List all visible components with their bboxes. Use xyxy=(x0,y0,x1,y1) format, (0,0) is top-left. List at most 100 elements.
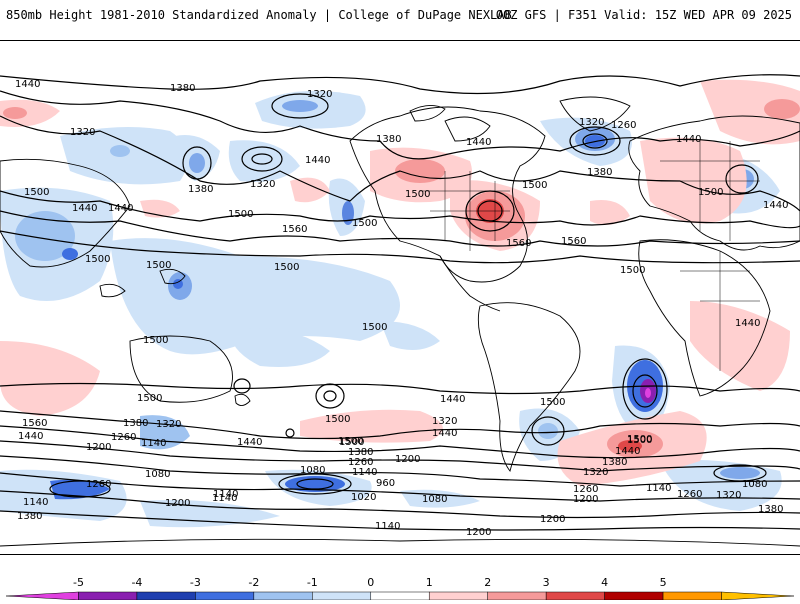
contour-label: 1200 xyxy=(466,527,491,538)
contour-label: 1500 xyxy=(540,397,565,408)
contour-label: 1500 xyxy=(627,435,652,446)
contour-label: 1500 xyxy=(362,322,387,333)
colorbar-label: -5 xyxy=(72,576,84,589)
contour-label: 1140 xyxy=(141,438,166,449)
contour-label: 1320 xyxy=(716,490,741,501)
contour-label: 1260 xyxy=(348,457,373,468)
contour-label: 1560 xyxy=(282,224,307,235)
contour-label: 1440 xyxy=(735,318,760,329)
contour-label: 1440 xyxy=(440,394,465,405)
contour-label: 1320 xyxy=(156,419,181,430)
contour-label: 1200 xyxy=(573,494,598,505)
contour-label: 1140 xyxy=(646,483,671,494)
map-title: 850mb Height 1981-2010 Standardized Anom… xyxy=(6,8,512,22)
contour-label: 1440 xyxy=(466,137,491,148)
colorbar-segment xyxy=(721,591,795,601)
colorbar-segment xyxy=(5,591,79,601)
colorbar-label: -3 xyxy=(189,576,201,589)
contour-label: 1380 xyxy=(376,134,401,145)
contour-label: 1320 xyxy=(583,467,608,478)
contour-label: 1440 xyxy=(237,437,262,448)
contour-label: 1440 xyxy=(432,428,457,439)
contour-label: 1020 xyxy=(351,492,376,503)
contour-label: 1380 xyxy=(348,447,373,458)
anomaly-map[interactable]: 1440 1380 1320 1320 1320 1260 1440 1380 … xyxy=(0,40,800,555)
contour-label: 1500 xyxy=(339,437,364,448)
map-header: 850mb Height 1981-2010 Standardized Anom… xyxy=(0,0,800,40)
contour-label: 1500 xyxy=(24,187,49,198)
contour-label: 1500 xyxy=(338,436,363,447)
colorbar-label: 0 xyxy=(367,576,375,589)
contour-label: 1500 xyxy=(137,393,162,404)
colorbar-segment xyxy=(604,591,664,601)
contour-label: 1140 xyxy=(352,467,377,478)
contour-label: 1500 xyxy=(522,180,547,191)
contour-label: 1500 xyxy=(85,254,110,265)
map-canvas: 1440 1380 1320 1320 1320 1260 1440 1380 … xyxy=(0,74,800,547)
colorbar-segments xyxy=(5,591,795,601)
contour-label: 1320 xyxy=(432,416,457,427)
height-contours xyxy=(0,74,800,531)
contour-label: 1200 xyxy=(540,514,565,525)
contour-label: 1500 xyxy=(698,187,723,198)
contour-label: 1440 xyxy=(676,134,701,145)
colorbar-label: -1 xyxy=(306,576,318,589)
contour-label: 1260 xyxy=(111,432,136,443)
contour-label: 1260 xyxy=(86,479,111,490)
contour-label: 1560 xyxy=(22,418,47,429)
contour-label: 1140 xyxy=(375,521,400,532)
colorbar-segment xyxy=(370,591,430,601)
contour-label: 1560 xyxy=(506,238,531,249)
contour-label: 1500 xyxy=(228,209,253,220)
contour-label: 1380 xyxy=(17,511,42,522)
contour-label: 1200 xyxy=(395,454,420,465)
contour-label: 960 xyxy=(376,478,395,489)
colorbar-segment xyxy=(312,591,372,601)
contour-label: 1380 xyxy=(587,167,612,178)
contour-label: 1380 xyxy=(123,418,148,429)
contour-label: 1080 xyxy=(145,469,170,480)
contour-label: 1080 xyxy=(300,465,325,476)
contour-label: 1500 xyxy=(627,434,652,445)
model-run-info: 00Z GFS | F351 Valid: 15Z WED APR 09 202… xyxy=(495,8,792,22)
contour-label: 1260 xyxy=(573,484,598,495)
contour-label: 1380 xyxy=(170,83,195,94)
contour-label: 1380 xyxy=(188,184,213,195)
contour-label: 1500 xyxy=(146,260,171,271)
contour-label: 1440 xyxy=(108,203,133,214)
colorbar-label: 2 xyxy=(484,576,492,589)
contour-label: 1500 xyxy=(143,335,168,346)
anomaly-shading xyxy=(0,79,800,528)
colorbar-label: -2 xyxy=(248,576,260,589)
anomaly-colorbar xyxy=(0,556,800,601)
contour-label: 1440 xyxy=(615,446,640,457)
contour-label: 1320 xyxy=(70,127,95,138)
contour-label: 1560 xyxy=(561,236,586,247)
colorbar-label: -4 xyxy=(131,576,143,589)
contour-label: 1440 xyxy=(15,79,40,90)
colorbar-segment xyxy=(136,591,196,601)
colorbar-label: 3 xyxy=(542,576,550,589)
contour-label: 1440 xyxy=(305,155,330,166)
colorbar-label: 5 xyxy=(659,576,667,589)
contour-label: 1320 xyxy=(307,89,332,100)
contour-label: 1500 xyxy=(620,265,645,276)
colorbar-segment xyxy=(662,591,722,601)
contour-label-group: 1440 1380 1320 1320 1320 1260 1440 1380 … xyxy=(15,79,788,538)
contour-label: 1440 xyxy=(763,200,788,211)
contour-label: 1500 xyxy=(405,189,430,200)
contour-label: 1260 xyxy=(677,489,702,500)
contour-label: 1440 xyxy=(18,431,43,442)
colorbar-segment xyxy=(253,591,313,601)
contour-label: 1440 xyxy=(72,203,97,214)
contour-label: 1140 xyxy=(23,497,48,508)
contour-label: 1140 xyxy=(212,493,237,504)
contour-label: 1500 xyxy=(352,218,377,229)
contour-label: 1260 xyxy=(611,120,636,131)
colorbar-segment xyxy=(545,591,605,601)
contour-label: 1140 xyxy=(213,489,238,500)
colorbar-segment xyxy=(428,591,488,601)
contour-label: 1200 xyxy=(165,498,190,509)
colorbar-svg xyxy=(5,591,795,601)
contour-label: 1320 xyxy=(579,117,604,128)
